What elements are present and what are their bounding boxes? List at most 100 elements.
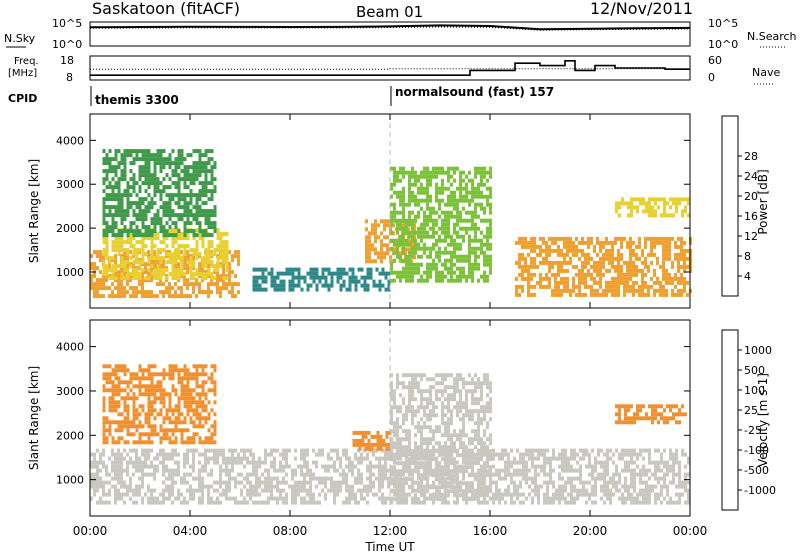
cell bbox=[174, 240, 178, 245]
cell bbox=[192, 282, 195, 287]
cell bbox=[669, 213, 672, 218]
cell bbox=[372, 472, 375, 477]
cell bbox=[402, 242, 405, 247]
cell bbox=[180, 149, 184, 154]
cell bbox=[264, 448, 267, 453]
cell bbox=[596, 240, 599, 245]
cell bbox=[518, 240, 521, 245]
cell bbox=[578, 268, 581, 273]
cell bbox=[114, 408, 118, 413]
cell bbox=[210, 252, 214, 257]
cell bbox=[99, 250, 102, 255]
cell bbox=[593, 276, 596, 281]
cell bbox=[687, 201, 690, 206]
cell bbox=[615, 201, 618, 206]
cell bbox=[435, 166, 438, 171]
cell bbox=[639, 472, 642, 477]
cell bbox=[237, 254, 240, 259]
cell bbox=[237, 472, 240, 477]
cell bbox=[585, 500, 588, 505]
cell bbox=[306, 480, 309, 485]
cell bbox=[105, 240, 109, 245]
cell bbox=[567, 492, 570, 497]
cell bbox=[402, 210, 405, 215]
cell bbox=[459, 178, 462, 183]
cell bbox=[216, 456, 219, 461]
cell bbox=[626, 280, 629, 285]
cell bbox=[554, 248, 557, 253]
cell bbox=[120, 256, 124, 261]
cell bbox=[228, 480, 231, 485]
cell bbox=[518, 292, 521, 297]
cell bbox=[90, 452, 93, 457]
cell bbox=[120, 193, 124, 198]
cell bbox=[327, 456, 330, 461]
cell bbox=[171, 488, 174, 493]
cell bbox=[168, 476, 171, 481]
cell bbox=[171, 286, 174, 291]
cell bbox=[635, 268, 638, 273]
cell bbox=[435, 190, 438, 195]
cell bbox=[423, 190, 426, 195]
cell bbox=[518, 252, 521, 257]
cell bbox=[93, 294, 96, 299]
cell bbox=[582, 456, 585, 461]
cell bbox=[327, 468, 330, 473]
cell bbox=[621, 468, 624, 473]
cell bbox=[258, 476, 261, 481]
cell bbox=[365, 227, 368, 232]
cell bbox=[201, 290, 204, 295]
cell bbox=[132, 157, 136, 162]
cell bbox=[605, 292, 608, 297]
cell bbox=[390, 246, 393, 251]
cell bbox=[423, 230, 426, 235]
cell bbox=[177, 252, 181, 257]
cell bbox=[111, 185, 115, 190]
cell bbox=[210, 448, 213, 453]
cell bbox=[117, 181, 121, 186]
cell bbox=[339, 267, 343, 272]
cell bbox=[396, 226, 399, 231]
cell bbox=[117, 286, 120, 291]
cell bbox=[108, 432, 112, 437]
cell bbox=[641, 292, 644, 297]
cell bbox=[261, 279, 265, 284]
cell bbox=[654, 476, 657, 481]
cell bbox=[183, 225, 187, 230]
cell bbox=[210, 149, 214, 154]
cell bbox=[621, 500, 624, 505]
cell bbox=[411, 222, 414, 227]
cell bbox=[447, 222, 450, 227]
cell bbox=[420, 182, 423, 187]
cell bbox=[186, 408, 190, 413]
cell bbox=[195, 384, 199, 389]
cell bbox=[186, 236, 190, 241]
cell bbox=[623, 280, 626, 285]
cell bbox=[333, 468, 336, 473]
cell bbox=[411, 166, 414, 171]
cell bbox=[453, 238, 456, 243]
cell bbox=[554, 288, 557, 293]
cell bbox=[270, 271, 274, 276]
cell bbox=[456, 202, 459, 207]
cell bbox=[638, 236, 641, 241]
cell bbox=[386, 235, 389, 240]
cell bbox=[372, 279, 376, 284]
cell bbox=[135, 372, 139, 377]
cell bbox=[186, 472, 189, 477]
cell bbox=[138, 440, 142, 445]
cell bbox=[564, 464, 567, 469]
cell bbox=[387, 287, 391, 292]
cell bbox=[459, 174, 462, 179]
cell bbox=[126, 252, 130, 257]
cell bbox=[264, 488, 267, 493]
cell bbox=[117, 376, 121, 381]
cell bbox=[393, 218, 396, 223]
cell bbox=[627, 448, 630, 453]
cell bbox=[201, 193, 205, 198]
cell bbox=[411, 190, 414, 195]
cell bbox=[282, 456, 285, 461]
cell bbox=[102, 420, 106, 425]
cell bbox=[102, 260, 106, 265]
cell bbox=[527, 292, 530, 297]
